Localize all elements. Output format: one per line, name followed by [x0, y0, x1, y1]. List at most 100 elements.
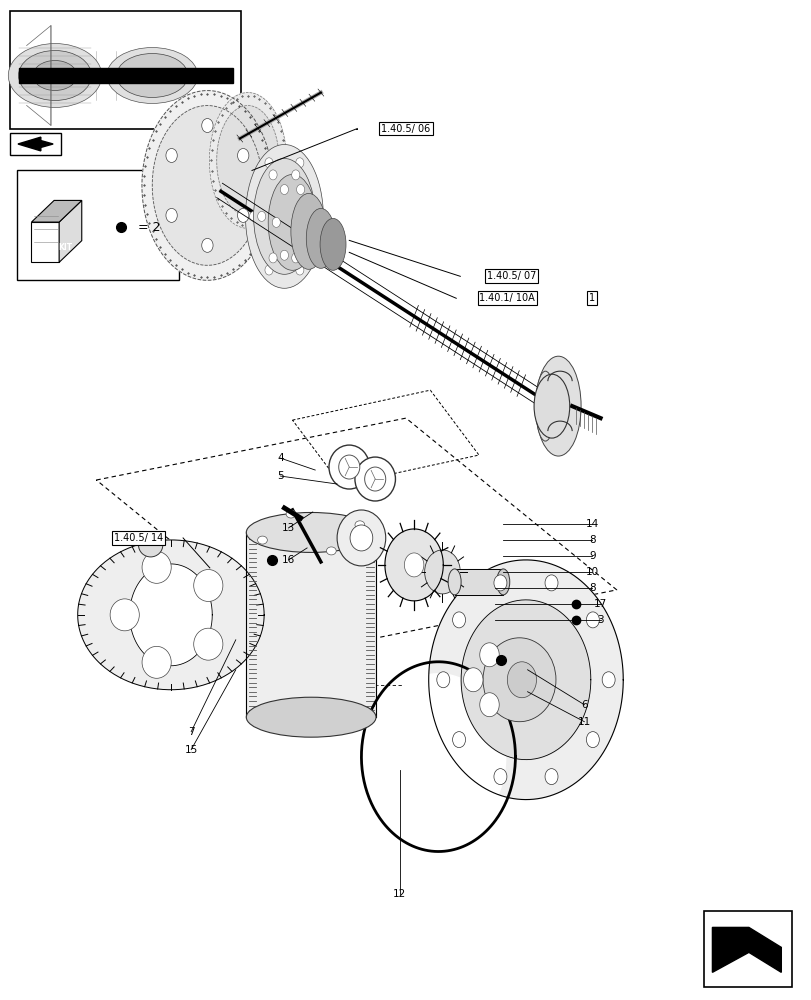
Text: KIT: KIT	[36, 243, 49, 252]
Ellipse shape	[364, 467, 385, 491]
Text: 1.40.1/ 10A: 1.40.1/ 10A	[478, 293, 534, 303]
Ellipse shape	[306, 208, 335, 268]
Ellipse shape	[463, 668, 483, 692]
Text: 8: 8	[589, 583, 595, 593]
Text: 8: 8	[589, 535, 595, 545]
Ellipse shape	[280, 185, 288, 195]
Ellipse shape	[338, 455, 359, 479]
Text: 4: 4	[277, 453, 283, 463]
Polygon shape	[461, 600, 590, 760]
Text: 3: 3	[597, 615, 603, 625]
Text: KIT: KIT	[58, 243, 72, 252]
Ellipse shape	[264, 158, 272, 168]
Ellipse shape	[253, 158, 315, 274]
Text: 10: 10	[586, 567, 599, 577]
Ellipse shape	[238, 148, 248, 162]
Ellipse shape	[296, 185, 304, 195]
Polygon shape	[32, 222, 59, 262]
Ellipse shape	[535, 371, 555, 441]
Polygon shape	[454, 569, 503, 595]
Bar	[703, 911, 791, 987]
Text: 12: 12	[393, 889, 406, 899]
Ellipse shape	[201, 238, 212, 252]
Ellipse shape	[291, 170, 299, 180]
Text: 1.40.5/ 07: 1.40.5/ 07	[486, 271, 535, 281]
Text: 1: 1	[589, 293, 594, 303]
Text: 14: 14	[585, 519, 599, 529]
Ellipse shape	[337, 510, 385, 566]
Ellipse shape	[354, 521, 364, 529]
Ellipse shape	[535, 356, 581, 456]
Ellipse shape	[142, 646, 171, 678]
Polygon shape	[152, 106, 262, 265]
Ellipse shape	[496, 569, 509, 595]
Polygon shape	[246, 532, 375, 717]
Ellipse shape	[354, 457, 395, 501]
Ellipse shape	[165, 148, 177, 162]
Ellipse shape	[295, 158, 303, 168]
Ellipse shape	[291, 253, 299, 263]
Ellipse shape	[110, 599, 139, 631]
Ellipse shape	[507, 662, 536, 698]
Text: 1.40.5/ 14: 1.40.5/ 14	[114, 533, 163, 543]
Ellipse shape	[268, 170, 277, 180]
Text: 7: 7	[187, 727, 195, 737]
Ellipse shape	[19, 51, 92, 100]
Bar	[11, 133, 61, 155]
Ellipse shape	[117, 54, 187, 97]
Ellipse shape	[295, 265, 303, 275]
Ellipse shape	[586, 732, 599, 748]
Ellipse shape	[201, 119, 212, 133]
Bar	[17, 170, 178, 280]
Text: 17: 17	[593, 599, 607, 609]
Ellipse shape	[194, 570, 223, 601]
Ellipse shape	[33, 61, 77, 90]
Ellipse shape	[493, 575, 506, 591]
Ellipse shape	[483, 638, 556, 722]
Ellipse shape	[246, 697, 375, 737]
Ellipse shape	[479, 643, 499, 667]
Ellipse shape	[245, 144, 323, 288]
Ellipse shape	[404, 553, 423, 577]
Ellipse shape	[350, 525, 372, 551]
Bar	[11, 11, 241, 129]
Text: 15: 15	[184, 745, 198, 755]
Text: 9: 9	[589, 551, 595, 561]
Text: 11: 11	[577, 717, 590, 727]
Ellipse shape	[448, 569, 461, 595]
Polygon shape	[18, 137, 53, 151]
Polygon shape	[142, 91, 272, 280]
Polygon shape	[428, 560, 623, 800]
Ellipse shape	[272, 217, 280, 227]
Ellipse shape	[304, 217, 312, 227]
Polygon shape	[209, 93, 286, 228]
Ellipse shape	[268, 174, 316, 270]
Ellipse shape	[249, 211, 257, 221]
Ellipse shape	[238, 208, 248, 222]
Text: 16: 16	[281, 555, 294, 565]
Ellipse shape	[246, 512, 375, 552]
Ellipse shape	[452, 612, 465, 628]
Ellipse shape	[142, 551, 171, 583]
Ellipse shape	[194, 628, 223, 660]
Polygon shape	[59, 200, 82, 262]
Ellipse shape	[257, 536, 267, 544]
Ellipse shape	[8, 44, 101, 107]
Ellipse shape	[280, 250, 288, 260]
Ellipse shape	[285, 510, 295, 518]
Polygon shape	[78, 540, 264, 690]
Ellipse shape	[264, 265, 272, 275]
Ellipse shape	[534, 374, 569, 438]
Polygon shape	[384, 529, 443, 601]
Ellipse shape	[257, 211, 265, 221]
Text: 1.40.5/ 06: 1.40.5/ 06	[381, 124, 430, 134]
Ellipse shape	[424, 550, 460, 594]
Polygon shape	[130, 564, 212, 666]
Ellipse shape	[139, 533, 163, 557]
Polygon shape	[19, 68, 233, 83]
Ellipse shape	[544, 575, 557, 591]
Ellipse shape	[452, 732, 465, 748]
Ellipse shape	[544, 769, 557, 785]
Text: 5: 5	[277, 471, 283, 481]
Polygon shape	[217, 106, 279, 215]
